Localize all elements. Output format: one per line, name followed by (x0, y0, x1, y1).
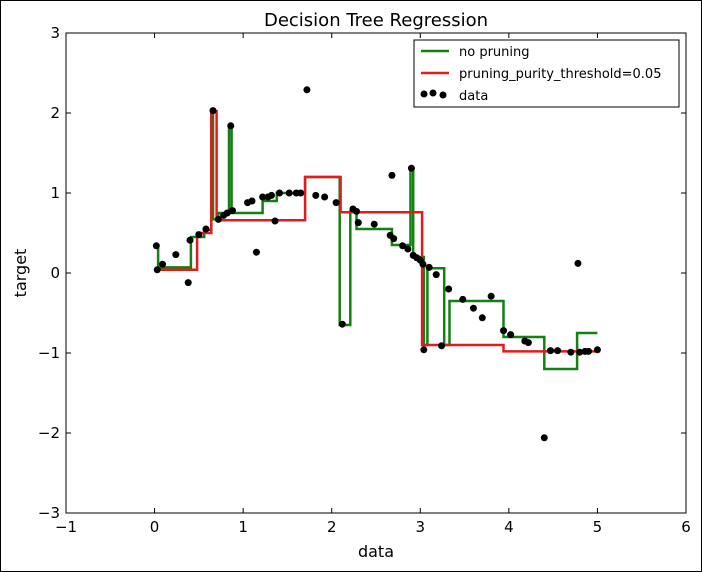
data-point (259, 193, 267, 201)
data-point (267, 191, 275, 199)
legend-marker-data (429, 89, 437, 97)
data-point (153, 266, 161, 274)
data-point (399, 242, 407, 250)
data-point (209, 107, 217, 115)
legend-marker-data (420, 90, 428, 98)
data-point (567, 348, 575, 356)
series-line-pruning (156, 110, 598, 353)
data-point (593, 346, 601, 354)
data-point (186, 236, 194, 244)
data-point (404, 245, 412, 253)
data-point (445, 285, 453, 293)
data-point (420, 346, 428, 354)
data-point (500, 327, 508, 335)
data-point (438, 342, 446, 350)
data-point (354, 219, 362, 227)
data-point (419, 260, 427, 268)
data-point (524, 339, 532, 347)
legend-frame (413, 39, 680, 108)
data-point (554, 347, 562, 355)
y-tick-label: 0 (50, 264, 60, 282)
x-axis-label: data (358, 542, 394, 561)
data-point (353, 207, 361, 215)
x-tick-label: 6 (681, 518, 691, 536)
data-point (184, 279, 192, 287)
data-point (574, 259, 582, 267)
legend-marker-data (439, 91, 447, 99)
data-point (546, 347, 554, 355)
data-point (297, 189, 305, 197)
legend-label-data: data (459, 89, 488, 104)
data-point (432, 271, 440, 279)
data-point (585, 347, 593, 355)
y-tick-label: 3 (50, 24, 60, 42)
data-point (469, 304, 477, 312)
data-point (478, 314, 486, 322)
data-point (159, 260, 167, 268)
data-point (576, 348, 584, 356)
x-tick-label: 0 (150, 518, 160, 536)
y-tick-label: 2 (50, 104, 60, 122)
ticks-layer: −1 0 1 2 3 4 5 6 −3 −2 −1 0 1 2 3 (38, 24, 691, 536)
x-tick-label: 1 (238, 518, 248, 536)
data-point (487, 292, 495, 300)
legend: no pruning pruning_purity_threshold=0.05… (413, 39, 680, 108)
data-point (223, 209, 231, 217)
data-point (202, 225, 210, 233)
x-tick-label: 3 (416, 518, 426, 536)
y-tick-label: 1 (50, 184, 60, 202)
data-point (370, 220, 378, 228)
x-tick-label: 2 (327, 518, 337, 536)
x-tick-label: −1 (55, 518, 77, 536)
y-tick-label: −2 (38, 424, 60, 442)
data-point (388, 171, 396, 179)
data-point (540, 434, 548, 442)
data-point (275, 189, 283, 197)
y-tick-label: −3 (38, 504, 60, 522)
data-point (195, 231, 203, 239)
y-tick-label: −1 (38, 344, 60, 362)
data-point (285, 189, 293, 197)
chart-title: Decision Tree Regression (264, 10, 488, 31)
legend-label-no-pruning: no pruning (459, 45, 530, 60)
y-axis-label: target (11, 249, 30, 298)
data-point (459, 295, 467, 303)
series-layer (152, 86, 601, 442)
data-point (425, 263, 433, 271)
data-point (312, 191, 320, 199)
x-tick-label: 5 (593, 518, 603, 536)
data-point (332, 199, 340, 207)
data-point (172, 251, 180, 259)
data-point (227, 122, 235, 130)
data-point (390, 235, 398, 243)
data-point (407, 164, 415, 172)
data-point (321, 193, 329, 201)
data-point (271, 217, 279, 225)
legend-label-pruning: pruning_purity_threshold=0.05 (459, 67, 661, 82)
data-point (214, 215, 222, 223)
data-point (248, 197, 256, 205)
x-tick-label: 4 (504, 518, 514, 536)
data-point (507, 331, 515, 339)
data-point (152, 242, 160, 250)
data-point (338, 320, 346, 328)
data-point (303, 86, 311, 94)
data-point (252, 248, 260, 256)
plot-area (66, 33, 686, 513)
data-point (229, 207, 237, 215)
